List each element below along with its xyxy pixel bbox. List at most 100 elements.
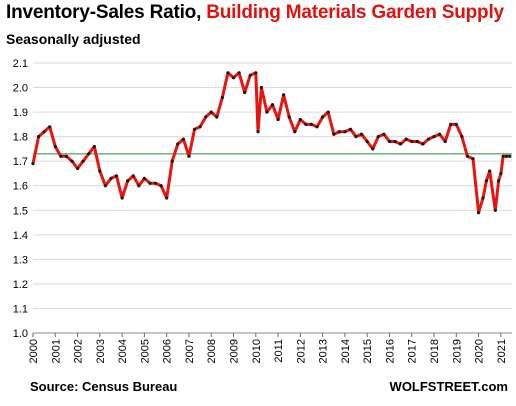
x-tick-label: 2017 bbox=[407, 339, 419, 363]
data-point bbox=[243, 90, 247, 95]
data-point bbox=[259, 85, 263, 90]
data-point bbox=[170, 159, 174, 163]
data-point bbox=[282, 93, 286, 97]
data-point bbox=[321, 115, 325, 119]
data-point bbox=[176, 142, 180, 146]
x-tick-label: 2007 bbox=[184, 339, 196, 363]
data-point bbox=[59, 154, 63, 158]
data-point bbox=[76, 166, 80, 171]
x-tick-label: 2009 bbox=[229, 339, 241, 363]
data-point bbox=[481, 196, 485, 200]
data-point bbox=[426, 137, 431, 141]
data-point bbox=[499, 171, 503, 176]
data-point bbox=[421, 142, 425, 146]
data-point bbox=[477, 211, 481, 215]
title-part-2: Building Materials Garden Supply bbox=[206, 2, 504, 23]
data-point bbox=[204, 115, 208, 119]
y-tick-label: 1.3 bbox=[13, 254, 28, 266]
data-point bbox=[488, 169, 492, 173]
data-point bbox=[256, 130, 260, 134]
x-tick-label: 2006 bbox=[162, 339, 174, 363]
data-point bbox=[109, 176, 113, 180]
y-tick-label: 1.9 bbox=[13, 107, 28, 119]
data-point bbox=[220, 95, 224, 99]
data-point bbox=[343, 130, 347, 134]
data-point bbox=[287, 115, 291, 119]
data-point bbox=[326, 110, 330, 114]
data-point bbox=[187, 154, 191, 158]
x-tick-label: 2016 bbox=[384, 339, 396, 363]
x-tick-label: 2019 bbox=[451, 339, 463, 363]
data-point bbox=[276, 117, 280, 122]
data-point bbox=[376, 135, 380, 139]
x-tick-label: 2002 bbox=[73, 339, 85, 363]
data-point bbox=[70, 159, 74, 163]
data-point bbox=[231, 76, 236, 80]
data-point bbox=[332, 132, 336, 136]
data-point bbox=[504, 154, 508, 158]
x-tick-label: 2005 bbox=[139, 339, 151, 363]
data-point bbox=[315, 125, 319, 129]
data-point bbox=[181, 137, 185, 141]
y-tick-label: 1.2 bbox=[13, 279, 28, 291]
chart-title: Inventory-Sales Ratio, Building Material… bbox=[6, 2, 504, 24]
data-point bbox=[399, 142, 403, 146]
y-tick-label: 1.0 bbox=[13, 328, 28, 340]
data-point bbox=[449, 122, 453, 126]
data-point bbox=[387, 139, 392, 144]
data-point bbox=[131, 174, 135, 178]
x-tick-label: 2018 bbox=[429, 339, 441, 363]
data-point bbox=[365, 139, 369, 144]
data-point bbox=[454, 122, 458, 126]
data-point bbox=[501, 154, 505, 158]
y-tick-label: 1.1 bbox=[13, 303, 28, 315]
data-point bbox=[484, 179, 488, 183]
data-point bbox=[348, 127, 353, 131]
source-label: Source: Census Bureau bbox=[30, 379, 178, 394]
data-point bbox=[120, 196, 124, 200]
y-tick-label: 1.7 bbox=[13, 156, 28, 168]
data-point bbox=[371, 147, 375, 151]
data-point bbox=[360, 132, 364, 136]
x-tick-label: 2021 bbox=[496, 339, 508, 363]
data-point bbox=[92, 144, 96, 149]
data-point bbox=[304, 122, 308, 126]
data-point bbox=[493, 208, 497, 212]
data-point bbox=[270, 103, 275, 107]
x-tick-label: 2011 bbox=[273, 339, 285, 363]
x-tick-label: 2004 bbox=[117, 339, 129, 363]
data-point bbox=[215, 115, 219, 119]
data-point bbox=[438, 132, 442, 136]
data-point bbox=[465, 154, 469, 158]
data-point bbox=[159, 184, 163, 188]
data-point bbox=[142, 176, 146, 180]
x-tick-label: 2000 bbox=[28, 339, 40, 363]
y-tick-label: 1.6 bbox=[13, 181, 28, 193]
x-tick-label: 2013 bbox=[318, 339, 330, 363]
chart-subtitle: Seasonally adjusted bbox=[6, 31, 141, 47]
y-tick-label: 2.1 bbox=[13, 58, 28, 70]
data-point bbox=[460, 135, 464, 139]
y-tick-label: 1.4 bbox=[13, 230, 28, 242]
data-point bbox=[293, 130, 297, 134]
data-point bbox=[165, 196, 169, 200]
data-point bbox=[126, 179, 130, 183]
data-point bbox=[404, 137, 408, 141]
data-point bbox=[53, 144, 57, 149]
data-point bbox=[64, 154, 68, 158]
data-point bbox=[148, 181, 152, 185]
data-point bbox=[209, 110, 213, 114]
x-axis-ticks: 2000 2001 2002 2003 2004 2005 2006 2007 2008 2009… bbox=[28, 332, 512, 363]
y-tick-label: 2.0 bbox=[13, 83, 28, 95]
x-tick-label: 2001 bbox=[50, 339, 62, 363]
data-point bbox=[87, 152, 91, 156]
data-point bbox=[48, 125, 52, 129]
data-point bbox=[298, 117, 302, 122]
data-point bbox=[415, 139, 419, 144]
x-tick-label: 2015 bbox=[362, 339, 374, 363]
x-tick-label: 2010 bbox=[251, 339, 263, 363]
data-point bbox=[42, 130, 46, 134]
x-tick-label: 2008 bbox=[206, 339, 218, 363]
data-point bbox=[309, 122, 314, 126]
